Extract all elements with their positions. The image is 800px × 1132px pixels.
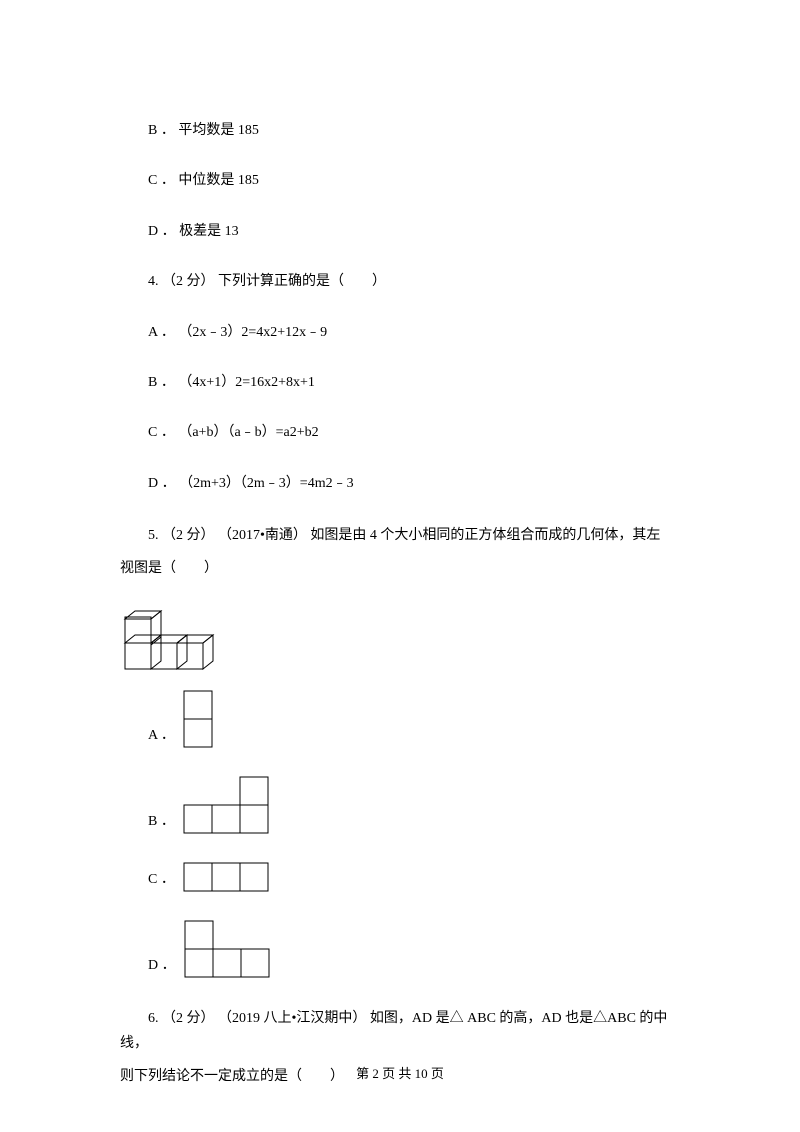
q5-option-c: C ． — [120, 862, 680, 892]
option-text: 极差是 13 — [176, 224, 239, 239]
option-text: 平均数是 185 — [175, 123, 259, 138]
q4-option-c: C ． （a+b）（a﹣b）=a2+b2 — [120, 422, 680, 444]
option-b-figure — [183, 776, 269, 834]
option-label: B ． — [120, 811, 175, 833]
prev-option-d: D ． 极差是 13 — [120, 221, 680, 243]
option-c-figure — [183, 862, 269, 892]
q5-prompt-2: 视图是（ ） — [120, 556, 680, 581]
option-label: D ． — [120, 955, 176, 977]
cubes-3d-icon — [120, 610, 230, 672]
option-label: C ． — [148, 173, 175, 188]
option-label: C ． — [148, 425, 175, 440]
page-footer: 第 2 页 共 10 页 — [0, 1063, 800, 1082]
q5-prompt-1: 5. （2 分） （2017•南通） 如图是由 4 个大小相同的正方体组合而成的… — [120, 523, 680, 548]
option-d-figure — [184, 920, 270, 978]
q4-option-a: A ． （2x﹣3）2=4x2+12x﹣9 — [120, 322, 680, 344]
option-label: A ． — [120, 725, 175, 747]
q4-option-b: B ． （4x+1）2=16x2+8x+1 — [120, 372, 680, 394]
page-content: B ． 平均数是 185 C ． 中位数是 185 D ． 极差是 13 4. … — [0, 0, 800, 1089]
option-text: （2m+3）（2m﹣3）=4m2﹣3 — [176, 476, 354, 491]
option-label: B ． — [148, 123, 175, 138]
q5-option-b: B ． — [120, 776, 680, 834]
option-text: （4x+1）2=16x2+8x+1 — [175, 375, 315, 390]
option-label: D ． — [148, 476, 176, 491]
option-label: B ． — [148, 375, 175, 390]
option-text: 中位数是 185 — [175, 173, 259, 188]
q5-option-a: A ． — [120, 690, 680, 748]
q4-option-d: D ． （2m+3）（2m﹣3）=4m2﹣3 — [120, 473, 680, 495]
q6-prompt-1: 6. （2 分） （2019 八上•江汉期中） 如图，AD 是△ ABC 的高，… — [120, 1006, 680, 1056]
option-label: C ． — [120, 869, 175, 891]
q5-main-figure — [120, 610, 680, 672]
option-label: A ． — [148, 325, 175, 340]
option-label: D ． — [148, 224, 176, 239]
q4-prompt: 4. （2 分） 下列计算正确的是（ ） — [120, 271, 680, 293]
option-a-figure — [183, 690, 213, 748]
prev-option-c: C ． 中位数是 185 — [120, 170, 680, 192]
q5-option-d: D ． — [120, 920, 680, 978]
option-text: （2x﹣3）2=4x2+12x﹣9 — [175, 325, 327, 340]
prev-option-b: B ． 平均数是 185 — [120, 120, 680, 142]
option-text: （a+b）（a﹣b）=a2+b2 — [175, 425, 319, 440]
